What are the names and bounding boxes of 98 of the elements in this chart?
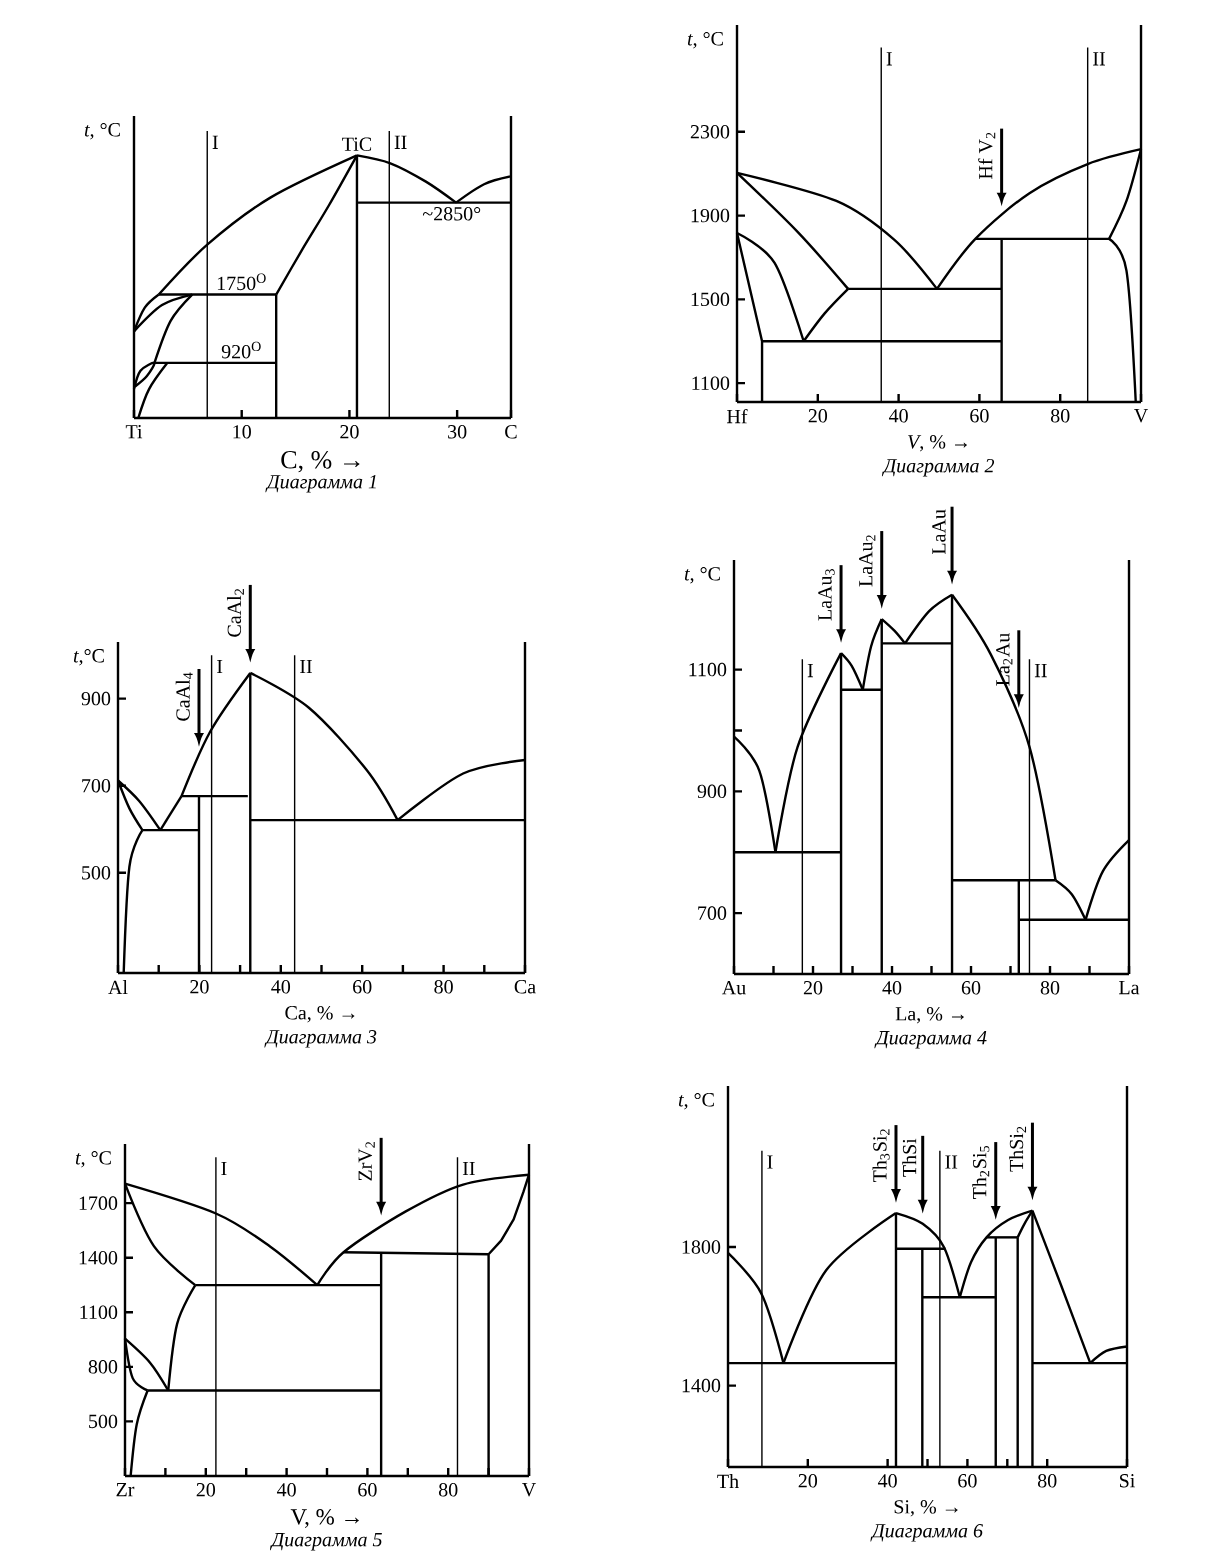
x-tick-label: 20: [340, 425, 359, 439]
x-tick-label: 40: [271, 980, 291, 994]
text: Диаграмма 2: [881, 459, 995, 477]
ref-line-label: II: [300, 659, 312, 674]
annotation: 1750$^{O}$: [217, 273, 266, 291]
annotation: Th$_{3}$Si$_{2}$: [872, 1129, 890, 1183]
y-tick-label: 700: [698, 906, 727, 920]
x-tick-label: 80: [1037, 1474, 1057, 1488]
annotation: Th$_{2}$Si$_{5}$: [972, 1146, 990, 1199]
annotation: ZrV$_{2}$: [358, 1142, 375, 1181]
x-axis-title: Si, % →: [894, 1500, 958, 1517]
annotation: CaAl$_{4}$: [175, 672, 193, 721]
x-tick-label: 60: [970, 409, 989, 423]
ref-line-label: II: [1093, 52, 1105, 66]
x-tick-label: Al: [108, 980, 128, 994]
x-tick-label: V: [1134, 409, 1149, 423]
x-tick-label: V: [522, 1483, 537, 1497]
x-tick-label: 80: [1050, 409, 1070, 423]
y-axis-title: t, °C: [84, 123, 120, 140]
annotation: ~2850°: [422, 207, 481, 221]
x-tick-label: Ca: [514, 980, 536, 994]
y-tick-label: 700: [82, 778, 111, 793]
x-tick-label: Ti: [125, 425, 143, 439]
x-axis-title: V, % →: [908, 435, 967, 452]
x-tick-label: C: [505, 425, 517, 439]
x-tick-label: 40: [888, 409, 908, 423]
annotation: LaAu: [932, 509, 946, 555]
x-tick-label: 40: [882, 981, 902, 995]
x-tick-label: 20: [190, 980, 209, 994]
y-tick-label: 500: [89, 1414, 118, 1429]
x-axis-title: La, % →: [895, 1007, 964, 1024]
y-tick-label: 1900: [691, 208, 730, 223]
x-tick-label: 20: [196, 1483, 216, 1497]
x-tick-label: 60: [961, 981, 981, 995]
y-tick-label: 1800: [682, 1240, 721, 1254]
ref-line-label: I: [767, 1155, 773, 1169]
x-tick-label: Hf: [727, 409, 748, 424]
annotation: Hf V$_{2}$: [978, 132, 996, 180]
x-tick-label: 20: [803, 981, 823, 995]
x-tick-label: 60: [958, 1474, 977, 1488]
ref-line-label: I: [212, 135, 218, 149]
x-tick-label: 80: [1040, 981, 1060, 995]
annotation: LaAu$_{2}$: [859, 535, 876, 587]
annotation: TiC: [342, 137, 372, 151]
y-tick-label: 800: [88, 1360, 118, 1374]
y-axis-title: t, °C: [678, 1093, 714, 1110]
x-tick-label: 30: [448, 425, 467, 439]
x-tick-label: 40: [877, 1474, 897, 1488]
y-tick-label: 1100: [80, 1305, 118, 1320]
text: Диаграмма 1: [265, 475, 376, 493]
x-tick-label: Zr: [116, 1483, 135, 1497]
annotation: La$_{2}$Au: [996, 633, 1013, 686]
text: Диаграмма 3: [264, 1030, 377, 1048]
ref-line-label: II: [394, 135, 407, 149]
ref-line-label: I: [807, 664, 813, 678]
ref-line-label: I: [217, 659, 223, 674]
x-tick-label: 60: [358, 1483, 377, 1497]
annotation: LaAu$_{3}$: [818, 569, 835, 621]
y-axis-title: t, °C: [75, 1151, 111, 1168]
x-axis-title: Ca, % →: [285, 1006, 355, 1023]
x-axis-title: V, % →: [290, 1509, 359, 1528]
ref-line-label: II: [945, 1155, 958, 1169]
ref-line-label: II: [462, 1161, 475, 1176]
y-tick-label: 1500: [691, 292, 730, 307]
text: Диаграмма 5: [269, 1533, 382, 1551]
text: Диаграмма 4: [874, 1031, 987, 1049]
y-tick-label: 2300: [690, 125, 730, 139]
x-tick-label: 60: [353, 980, 372, 994]
x-tick-label: 20: [798, 1474, 818, 1488]
text: Диаграмма 6: [870, 1524, 983, 1542]
y-tick-label: 1700: [79, 1196, 118, 1210]
y-axis-title: t, °C: [684, 567, 720, 584]
ref-line-label: II: [1034, 664, 1047, 678]
y-tick-label: 900: [81, 691, 111, 706]
ref-line-label: I: [886, 52, 892, 66]
x-tick-label: 10: [233, 425, 251, 439]
annotation: 920$^{O}$: [221, 341, 261, 359]
annotation: ThSi$_{2}$: [1009, 1126, 1027, 1172]
y-tick-label: 1100: [692, 376, 730, 390]
x-tick-label: Th: [717, 1474, 739, 1488]
x-tick-label: Si: [1120, 1474, 1135, 1488]
y-tick-label: 500: [82, 866, 111, 880]
x-tick-label: 80: [434, 980, 453, 994]
y-tick-label: 1400: [682, 1378, 721, 1393]
y-tick-label: 1100: [689, 662, 727, 677]
x-tick-label: 40: [276, 1483, 296, 1497]
x-tick-label: 20: [808, 409, 828, 423]
x-tick-label: Au: [721, 981, 746, 995]
x-tick-label: 80: [438, 1483, 458, 1497]
x-tick-label: La: [1119, 981, 1140, 995]
y-axis-title: t,°C: [73, 649, 104, 666]
annotation: CaAl$_{2}$: [226, 589, 244, 637]
annotation: ThSi: [902, 1138, 917, 1177]
y-tick-label: 900: [697, 784, 727, 799]
ref-line-label: I: [221, 1161, 227, 1176]
y-axis-title: t, °C: [687, 32, 723, 49]
x-axis-title: C, % →: [281, 451, 360, 473]
y-tick-label: 1400: [79, 1250, 118, 1265]
